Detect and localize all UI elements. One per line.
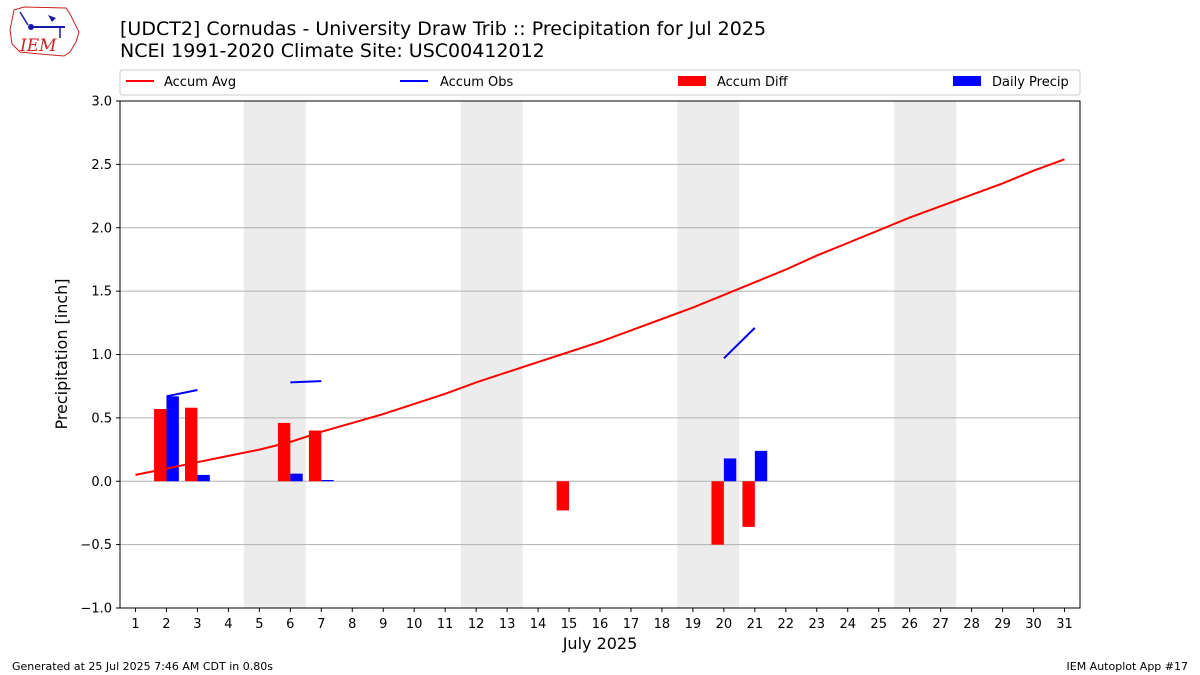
accum-diff-bar-day-21 — [742, 481, 755, 527]
accum-diff-bar-day-15 — [556, 481, 570, 511]
accum-diff-bar-day-3 — [185, 407, 198, 482]
chart-subtitle: NCEI 1991-2020 Climate Site: USC00412012 — [120, 40, 545, 62]
iem-logo: IEM — [9, 6, 80, 57]
accum-diff-bar-day-6 — [277, 422, 291, 482]
daily-precip-bar-day-7 — [321, 479, 334, 482]
footer-generated-text: Generated at 25 Jul 2025 7:46 AM CDT in … — [12, 660, 273, 673]
x-tick-label-3: 4 — [224, 617, 232, 632]
y-tick-label-5: 1.5 — [91, 285, 112, 300]
accum-diff-bar-day-7 — [308, 430, 322, 482]
x-tick-label-21: 22 — [778, 617, 795, 632]
daily-precip-bar-day-2 — [166, 396, 179, 482]
y-axis-label: Precipitation [inch] — [52, 278, 71, 429]
x-tick-label-16: 17 — [623, 617, 640, 632]
accum-obs-line-segment-2 — [723, 327, 756, 360]
iem-logo-text: IEM — [19, 36, 57, 56]
accum-avg-line — [135, 158, 1065, 476]
x-tick-label-5: 6 — [286, 617, 294, 632]
x-tick-label-30: 31 — [1056, 617, 1073, 632]
y-tick-label-8: 3.0 — [91, 95, 112, 110]
x-axis-label: July 2025 — [562, 634, 638, 653]
x-tick-label-23: 24 — [839, 617, 856, 632]
accum-diff-bar-day-2 — [154, 409, 167, 482]
accum-obs-line-segment-1 — [290, 380, 322, 384]
x-tick-label-1: 2 — [162, 617, 170, 632]
x-tick-label-17: 18 — [654, 617, 671, 632]
legend-daily-precip-label: Daily Precip — [992, 75, 1069, 90]
y-tick-label-6: 2.0 — [91, 221, 112, 236]
x-tick-label-25: 26 — [901, 617, 918, 632]
y-tick-label-7: 2.5 — [91, 158, 112, 173]
chart-legend: Accum Avg Accum Obs Accum Diff Daily Pre… — [119, 69, 1081, 96]
x-tick-label-19: 20 — [716, 617, 733, 632]
x-tick-label-20: 21 — [747, 617, 764, 632]
x-tick-label-2: 3 — [193, 617, 201, 632]
bar-series — [154, 396, 768, 545]
x-tick-label-9: 10 — [406, 617, 423, 632]
legend-accum-avg-label: Accum Avg — [164, 75, 236, 90]
legend-accum-diff-swatch — [678, 76, 706, 86]
x-tick-label-11: 12 — [468, 617, 485, 632]
x-tick-label-27: 28 — [963, 617, 980, 632]
daily-precip-bar-day-20 — [723, 458, 737, 482]
y-tick-label-3: 0.5 — [91, 411, 112, 426]
y-tick-label-0: −1.0 — [80, 602, 112, 617]
legend-daily-precip-swatch — [953, 76, 981, 86]
accum-diff-bar-day-20 — [711, 481, 724, 545]
chart-title: [UDCT2] Cornudas - University Draw Trib … — [120, 18, 766, 40]
x-tick-label-10: 11 — [437, 617, 454, 632]
legend-frame — [119, 69, 1081, 96]
legend-accum-diff-label: Accum Diff — [717, 75, 789, 90]
x-tick-label-14: 15 — [561, 617, 578, 632]
legend-accum-obs-label: Accum Obs — [440, 75, 513, 90]
x-tick-label-15: 16 — [592, 617, 609, 632]
x-tick-label-24: 25 — [870, 617, 887, 632]
x-tick-label-7: 8 — [348, 617, 356, 632]
footer-app-text: IEM Autoplot App #17 — [1067, 660, 1189, 673]
line-series — [135, 158, 1065, 476]
y-tick-label-4: 1.0 — [91, 348, 112, 363]
y-axis-ticks: −1.0 −0.5 0.0 0.5 1.0 1.5 2.0 2.5 3.0 — [80, 95, 120, 617]
x-tick-label-29: 30 — [1025, 617, 1042, 632]
x-tick-label-6: 7 — [317, 617, 325, 632]
accum-obs-line-segment-0 — [166, 389, 198, 398]
y-tick-label-1: −0.5 — [80, 538, 112, 553]
x-tick-label-22: 23 — [809, 617, 826, 632]
x-tick-label-4: 5 — [255, 617, 263, 632]
x-tick-label-12: 13 — [499, 617, 516, 632]
x-tick-label-18: 19 — [685, 617, 702, 632]
x-tick-label-28: 29 — [994, 617, 1011, 632]
x-tick-label-13: 14 — [530, 617, 547, 632]
daily-precip-bar-day-3 — [197, 474, 210, 482]
y-tick-label-2: 0.0 — [91, 475, 112, 490]
x-tick-label-8: 9 — [379, 617, 387, 632]
daily-precip-bar-day-21 — [754, 450, 768, 482]
x-axis-ticks: 1 2 3 4 5 6 7 8 9 10 11 12 13 14 15 16 17 18 19 20 21 22 23 24 2… — [131, 608, 1073, 632]
daily-precip-bar-day-6 — [290, 473, 303, 482]
x-tick-label-26: 27 — [932, 617, 949, 632]
x-tick-label-0: 1 — [131, 617, 139, 632]
